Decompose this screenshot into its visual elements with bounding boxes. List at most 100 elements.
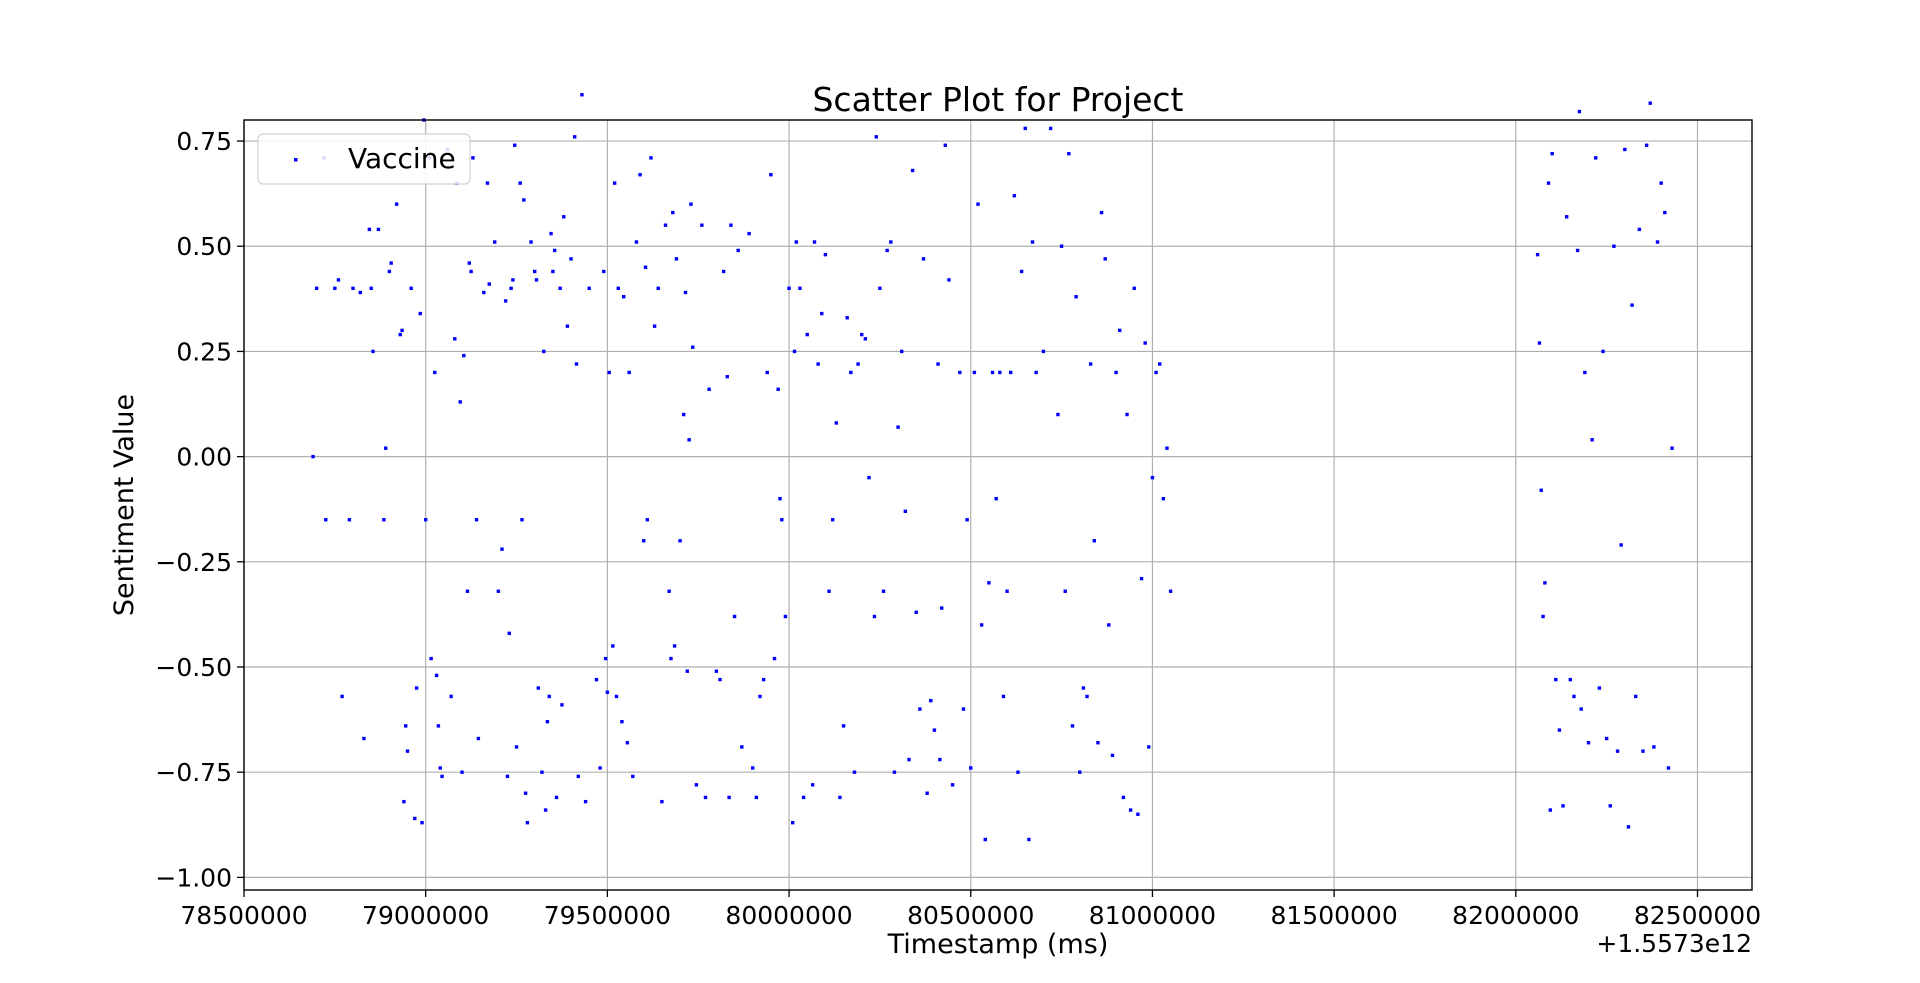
data-point (700, 223, 704, 227)
data-point (382, 518, 386, 522)
data-point (780, 518, 784, 522)
data-point (1659, 181, 1663, 185)
data-point (910, 168, 915, 173)
data-point (404, 724, 408, 728)
data-point (1147, 745, 1151, 749)
data-point (896, 425, 900, 429)
data-point (674, 257, 679, 261)
data-point (522, 198, 526, 202)
y-tick-label: −0.50 (155, 653, 232, 682)
data-point (969, 766, 973, 770)
data-point (642, 539, 646, 543)
data-point (932, 728, 937, 732)
x-tick-label: 80000000 (725, 901, 852, 930)
data-point (903, 509, 908, 514)
data-point (1568, 677, 1573, 682)
data-point (1564, 215, 1569, 219)
data-point (482, 290, 486, 295)
y-tick-label: −0.25 (155, 548, 232, 577)
data-point (543, 808, 548, 812)
x-tick-label: 79500000 (544, 901, 671, 930)
data-point (540, 770, 544, 774)
data-point (863, 337, 868, 341)
x-tick-label: 82000000 (1452, 901, 1579, 930)
data-point (1107, 623, 1111, 627)
data-point (387, 269, 392, 274)
data-point (429, 656, 433, 661)
data-point (1154, 370, 1158, 375)
data-point (685, 669, 690, 673)
data-point (420, 820, 424, 825)
data-point (1572, 694, 1576, 699)
data-point (485, 181, 490, 185)
y-tick-label: 0.50 (176, 232, 232, 261)
data-point (487, 282, 491, 286)
data-point (314, 286, 319, 291)
data-point (754, 795, 759, 800)
data-point (525, 820, 530, 825)
data-point (689, 202, 693, 206)
data-point (612, 181, 617, 185)
data-point (645, 518, 650, 522)
data-point (794, 240, 799, 244)
data-point (758, 694, 762, 699)
data-point (683, 290, 688, 295)
legend-marker (294, 158, 298, 162)
data-point (1630, 303, 1634, 307)
data-point (507, 631, 511, 636)
data-point (1541, 614, 1545, 619)
data-point (830, 518, 835, 522)
data-point (467, 261, 471, 265)
data-point (1652, 745, 1656, 749)
data-point (987, 581, 991, 585)
data-point (938, 757, 942, 762)
data-point (994, 496, 998, 501)
data-point (787, 286, 791, 291)
data-point (616, 286, 620, 291)
data-point (551, 269, 555, 274)
data-point (827, 589, 831, 593)
data-point (939, 606, 944, 610)
data-point (398, 332, 402, 337)
data-point (532, 269, 537, 274)
data-point (552, 248, 557, 253)
grid-lines (243, 120, 1752, 890)
data-point (1579, 707, 1583, 711)
y-tick-label: −0.75 (155, 758, 232, 787)
data-point (714, 669, 719, 673)
data-point (1161, 496, 1166, 501)
data-point (947, 278, 951, 282)
data-point (681, 412, 686, 417)
data-point (574, 362, 579, 366)
data-point (656, 286, 660, 291)
data-point (572, 135, 577, 139)
data-point (1118, 328, 1122, 333)
x-tick-label: 80500000 (907, 901, 1034, 930)
data-point (1092, 539, 1096, 543)
data-point (1001, 694, 1006, 699)
data-point (1543, 581, 1547, 585)
data-point (638, 172, 642, 177)
data-point (405, 749, 410, 753)
data-point (729, 223, 733, 227)
data-point (765, 370, 769, 375)
data-point (520, 518, 524, 522)
data-point (603, 656, 608, 661)
data-point (1612, 244, 1616, 248)
data-point (1663, 210, 1667, 215)
x-tick-label: 78500000 (180, 901, 307, 930)
data-point (667, 589, 671, 593)
y-axis-ticks: −1.00 −0.75 −0.50 −0.25 0.00 0.25 0.50 0.75 (155, 127, 244, 892)
data-point (1034, 370, 1038, 375)
data-point (622, 295, 626, 299)
data-point (549, 231, 553, 236)
data-point (703, 795, 708, 800)
data-point (611, 644, 615, 648)
data-point (509, 286, 513, 291)
data-point (598, 766, 602, 770)
data-point (790, 820, 795, 825)
data-point (409, 286, 413, 291)
data-point (369, 286, 373, 291)
data-point (583, 799, 588, 804)
